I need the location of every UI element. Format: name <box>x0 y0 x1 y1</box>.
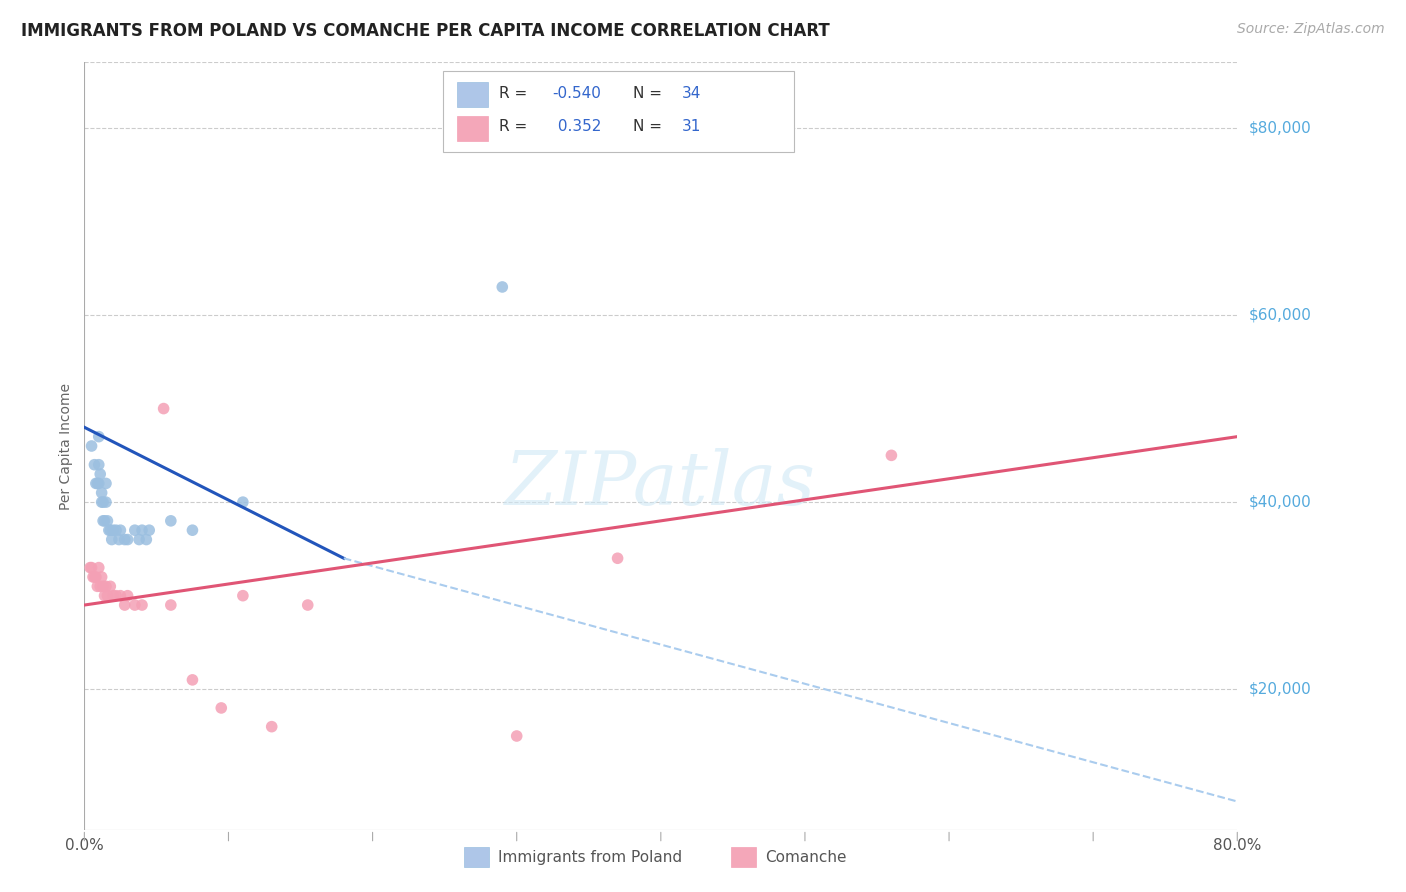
Point <box>131 598 153 612</box>
Point <box>297 598 319 612</box>
Point <box>87 560 110 574</box>
Point <box>83 570 105 584</box>
Point <box>91 495 114 509</box>
Text: Source: ZipAtlas.com: Source: ZipAtlas.com <box>1237 22 1385 37</box>
Point <box>160 598 183 612</box>
Text: $40,000: $40,000 <box>1249 495 1312 509</box>
Point <box>880 448 903 462</box>
Point <box>86 579 108 593</box>
Text: 34: 34 <box>682 87 702 101</box>
Point <box>128 533 150 547</box>
Point <box>114 533 136 547</box>
Point <box>80 560 103 574</box>
Point <box>90 485 112 500</box>
Point <box>94 495 117 509</box>
Point <box>91 514 114 528</box>
Point <box>209 701 232 715</box>
Point <box>87 430 110 444</box>
FancyBboxPatch shape <box>731 847 756 867</box>
Point <box>94 476 117 491</box>
FancyBboxPatch shape <box>457 116 488 141</box>
Point <box>152 401 174 416</box>
Text: Comanche: Comanche <box>765 850 846 864</box>
Point <box>90 570 112 584</box>
Point <box>491 280 513 294</box>
Point <box>124 523 146 537</box>
Text: R =: R = <box>499 120 533 134</box>
Point <box>114 598 136 612</box>
Point <box>105 589 128 603</box>
Point <box>84 570 107 584</box>
Point <box>160 514 183 528</box>
Point <box>87 458 110 472</box>
Text: R =: R = <box>499 87 533 101</box>
Y-axis label: Per Capita Income: Per Capita Income <box>59 383 73 509</box>
Point <box>93 589 115 603</box>
Point <box>80 439 103 453</box>
Point <box>98 523 121 537</box>
Point <box>90 495 112 509</box>
Point <box>232 495 254 509</box>
FancyBboxPatch shape <box>443 71 794 152</box>
Point <box>131 523 153 537</box>
Point <box>100 533 122 547</box>
Text: -0.540: -0.540 <box>553 87 602 101</box>
Point <box>87 476 110 491</box>
Point <box>117 589 139 603</box>
Point <box>83 458 105 472</box>
Point <box>105 523 128 537</box>
Text: ZIPatlas: ZIPatlas <box>505 448 817 521</box>
Text: Immigrants from Poland: Immigrants from Poland <box>498 850 682 864</box>
Point <box>97 523 120 537</box>
Text: $20,000: $20,000 <box>1249 681 1312 697</box>
Point <box>94 579 117 593</box>
Point <box>135 533 157 547</box>
Point <box>103 523 124 537</box>
Point <box>84 476 107 491</box>
Point <box>96 589 118 603</box>
Point <box>232 589 254 603</box>
Point <box>181 673 204 687</box>
Text: 0.352: 0.352 <box>553 120 600 134</box>
Point <box>260 720 283 734</box>
FancyBboxPatch shape <box>464 847 489 867</box>
Text: N =: N = <box>633 120 666 134</box>
Text: IMMIGRANTS FROM POLAND VS COMANCHE PER CAPITA INCOME CORRELATION CHART: IMMIGRANTS FROM POLAND VS COMANCHE PER C… <box>21 22 830 40</box>
Point <box>181 523 204 537</box>
Point <box>108 533 131 547</box>
Point <box>506 729 529 743</box>
Point <box>606 551 628 566</box>
Text: 31: 31 <box>682 120 702 134</box>
Point <box>93 514 115 528</box>
FancyBboxPatch shape <box>457 82 488 107</box>
Text: $80,000: $80,000 <box>1249 120 1312 136</box>
Point <box>110 523 132 537</box>
Text: N =: N = <box>633 87 666 101</box>
Point <box>79 560 101 574</box>
Point <box>89 467 111 481</box>
Point <box>82 570 104 584</box>
Point <box>86 476 108 491</box>
Point <box>124 598 146 612</box>
Text: $60,000: $60,000 <box>1249 308 1312 323</box>
Point <box>138 523 160 537</box>
Point <box>98 579 121 593</box>
Point <box>91 579 114 593</box>
Point <box>96 514 118 528</box>
Point <box>110 589 132 603</box>
Point <box>103 589 124 603</box>
Point <box>89 579 111 593</box>
Point <box>117 533 139 547</box>
